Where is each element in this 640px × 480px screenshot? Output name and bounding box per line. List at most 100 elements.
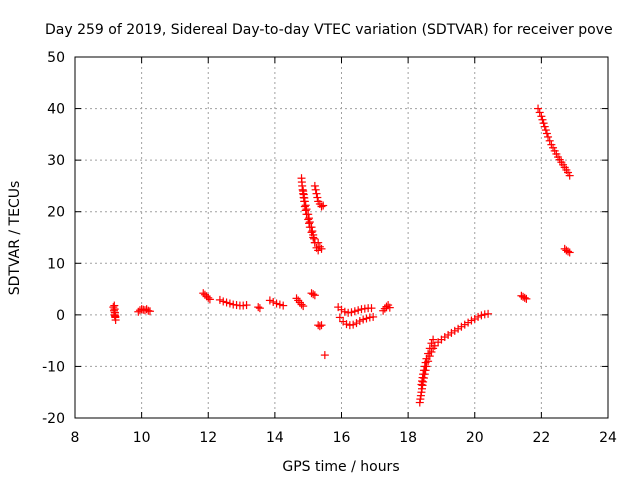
data-point: [307, 289, 316, 298]
x-tick-label: 24: [599, 430, 617, 446]
axis-ticks: [74, 56, 609, 419]
data-point: [427, 339, 436, 348]
grid-lines: [75, 57, 608, 418]
y-tick-label: 30: [47, 153, 65, 169]
data-point: [367, 304, 376, 313]
x-tick-label: 22: [532, 430, 550, 446]
data-point: [565, 248, 574, 257]
y-tick-label: 50: [47, 50, 65, 66]
data-point: [420, 362, 429, 371]
data-point: [222, 298, 231, 307]
data-point: [565, 171, 574, 180]
y-tick-label: 0: [56, 308, 65, 324]
data-point: [425, 344, 434, 353]
data-point: [424, 349, 433, 358]
data-point: [275, 300, 284, 309]
data-point: [544, 132, 553, 141]
data-point: [225, 299, 234, 308]
data-point: [317, 244, 326, 253]
y-tick-label: 10: [47, 256, 65, 272]
data-segment: [314, 238, 326, 253]
data-point: [297, 300, 306, 309]
data-point: [205, 295, 214, 304]
data-segment: [320, 351, 329, 360]
data-point: [255, 304, 264, 313]
data-segment: [134, 305, 154, 316]
data-point: [359, 315, 368, 324]
data-point: [355, 317, 364, 326]
data-point: [542, 129, 551, 138]
data-point: [302, 205, 311, 214]
data-point: [421, 358, 430, 367]
data-point: [369, 312, 378, 321]
data-point: [535, 108, 544, 117]
data-point: [380, 304, 389, 313]
data-point: [444, 330, 453, 339]
data-point: [204, 293, 213, 302]
data-segment: [265, 296, 288, 310]
data-segment: [417, 335, 438, 389]
data-point: [292, 294, 301, 303]
data-point: [440, 333, 449, 342]
data-point: [313, 193, 322, 202]
data-point: [537, 112, 546, 121]
data-point: [564, 247, 573, 256]
data-point: [301, 201, 310, 210]
data-point: [454, 324, 463, 333]
data-point: [457, 322, 466, 331]
y-tick-label: 20: [47, 205, 65, 221]
data-point: [562, 246, 571, 255]
data-segment: [109, 301, 120, 325]
data-segment: [534, 104, 574, 180]
data-point: [450, 326, 459, 335]
data-segment: [199, 289, 214, 304]
data-point: [110, 311, 119, 320]
data-point: [311, 185, 320, 194]
data-point: [310, 181, 319, 190]
data-point: [429, 335, 438, 344]
y-tick-label: -20: [42, 411, 65, 427]
data-point: [310, 234, 319, 243]
data-point: [519, 292, 528, 301]
data-point: [309, 290, 318, 299]
data-segment: [299, 187, 319, 247]
data-segment: [307, 289, 319, 300]
data-point: [294, 296, 303, 305]
data-point: [219, 297, 228, 306]
data-point: [470, 314, 479, 323]
data-point: [545, 136, 554, 145]
data-point: [540, 122, 549, 131]
data-segment: [314, 321, 326, 331]
data-point: [215, 295, 224, 304]
data-point: [379, 306, 388, 315]
x-tick-label: 20: [466, 430, 484, 446]
y-tick-label: 40: [47, 102, 65, 118]
data-point: [382, 302, 391, 311]
data-point: [300, 197, 309, 206]
data-point: [319, 201, 328, 210]
data-point: [305, 214, 314, 223]
data-point: [265, 296, 274, 305]
data-segment: [254, 303, 264, 313]
data-point: [534, 104, 543, 113]
data-point: [145, 307, 154, 316]
data-point: [315, 242, 324, 251]
data-point: [350, 307, 359, 316]
data-point: [347, 308, 356, 317]
data-segment: [310, 181, 328, 211]
data-point: [279, 301, 288, 310]
data-point: [484, 309, 493, 318]
data-point: [422, 354, 431, 363]
data-point: [312, 189, 321, 198]
data-point: [427, 347, 436, 356]
data-point: [464, 318, 473, 327]
x-tick-label: 10: [133, 430, 151, 446]
data-point: [385, 303, 394, 312]
data-point: [419, 366, 428, 375]
data-segment: [334, 303, 376, 317]
data-point: [517, 291, 526, 300]
data-segment: [379, 301, 394, 315]
data-point: [354, 306, 363, 315]
x-axis-title: GPS time / hours: [282, 459, 399, 475]
